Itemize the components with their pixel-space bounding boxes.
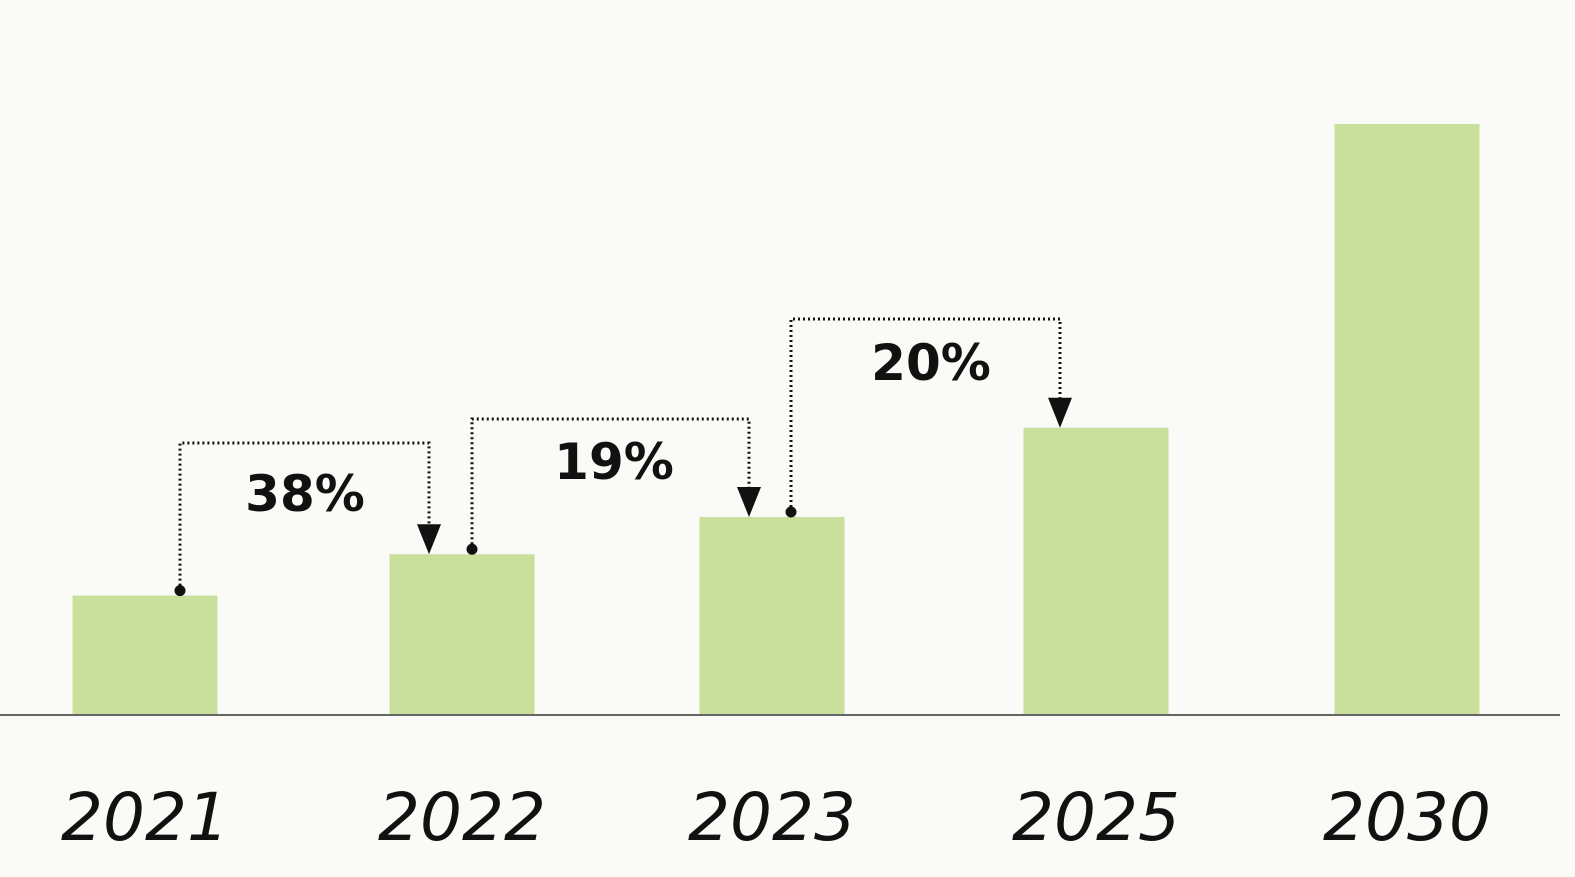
bar-2025 (1023, 427, 1169, 715)
bar-2022 (389, 554, 535, 715)
x-tick-label-2023: 2023 (688, 779, 856, 856)
x-tick-label-2022: 2022 (378, 779, 546, 856)
x-tick-labels: 2021 2022 2023 2025 2030 (61, 779, 1491, 856)
annotations-layer: 38% 19% 20% (174, 317, 1072, 597)
growth-annotation-2023-2025: 20% (785, 317, 1072, 518)
bar-2021 (72, 595, 218, 715)
growth-label-2021-2022: 38% (245, 465, 365, 523)
connector-start-dot (785, 506, 797, 518)
growth-annotation-2021-2022: 38% (174, 441, 441, 597)
bar-2030 (1334, 124, 1480, 715)
growth-label-2022-2023: 19% (554, 433, 674, 491)
arrowhead-icon (1048, 397, 1072, 428)
growth-label-2023-2025: 20% (871, 334, 991, 392)
x-tick-label-2025: 2025 (1012, 779, 1180, 856)
bars-layer (72, 124, 1480, 715)
x-tick-label-2021: 2021 (61, 779, 229, 856)
arrowhead-icon (737, 487, 761, 518)
growth-annotation-2022-2023: 19% (466, 417, 761, 555)
connector-line (789, 317, 1062, 513)
connector-start-dot (174, 585, 186, 597)
connector-start-dot (466, 543, 478, 555)
connector-line (470, 417, 751, 550)
arrowhead-icon (417, 524, 441, 555)
bar-2023 (699, 517, 845, 715)
x-tick-label-2030: 2030 (1323, 779, 1491, 856)
